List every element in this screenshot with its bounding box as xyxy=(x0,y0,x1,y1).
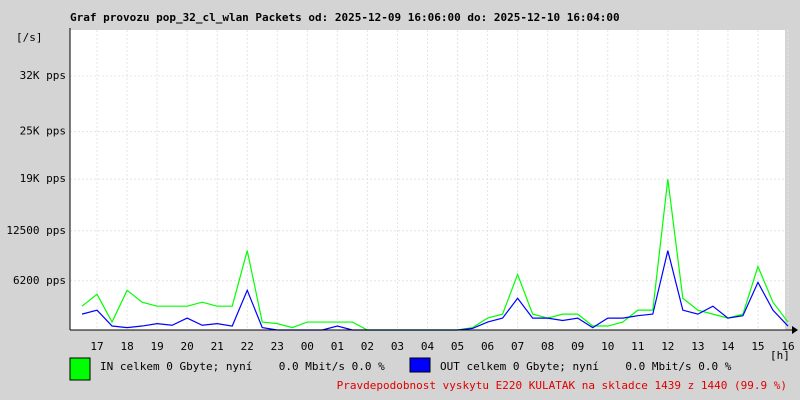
x-tick-label: 13 xyxy=(691,340,704,353)
x-unit: [h] xyxy=(770,349,790,362)
y-tick-label: 12500 pps xyxy=(6,224,66,237)
x-tick-label: 14 xyxy=(721,340,735,353)
y-tick-label: 25K pps xyxy=(20,125,66,138)
y-tick-label: 32K pps xyxy=(20,69,66,82)
y-tick-label: 19K pps xyxy=(20,172,66,185)
x-tick-label: 22 xyxy=(241,340,254,353)
x-tick-label: 00 xyxy=(301,340,314,353)
x-tick-label: 19 xyxy=(150,340,163,353)
x-tick-label: 16 xyxy=(781,340,794,353)
x-tick-label: 01 xyxy=(331,340,344,353)
x-tick-label: 03 xyxy=(391,340,404,353)
x-tick-label: 02 xyxy=(361,340,374,353)
x-tick-label: 15 xyxy=(751,340,764,353)
x-tick-label: 20 xyxy=(181,340,194,353)
footer: Pravdepodobnost vyskytu E220 KULATAK na … xyxy=(337,379,787,392)
x-tick-label: 10 xyxy=(601,340,614,353)
legend-label: IN celkem 0 Gbyte; nyní 0.0 Mbit/s 0.0 % xyxy=(100,360,385,373)
x-tick-label: 17 xyxy=(90,340,103,353)
x-axis-arrow xyxy=(792,326,798,334)
x-tick-label: 11 xyxy=(631,340,644,353)
chart-title: Graf provozu pop_32_cl_wlan Packets od: … xyxy=(70,11,620,24)
x-tick-label: 21 xyxy=(211,340,224,353)
x-tick-label: 23 xyxy=(271,340,284,353)
legend-swatch xyxy=(69,357,91,381)
x-tick-label: 07 xyxy=(511,340,524,353)
y-tick-label: 6200 pps xyxy=(13,274,66,287)
legend-swatch xyxy=(409,357,431,373)
x-tick-label: 08 xyxy=(541,340,554,353)
x-tick-label: 12 xyxy=(661,340,674,353)
x-tick-label: 05 xyxy=(451,340,464,353)
x-tick-label: 06 xyxy=(481,340,494,353)
x-tick-label: 04 xyxy=(421,340,435,353)
legend-label: OUT celkem 0 Gbyte; nyní 0.0 Mbit/s 0.0 … xyxy=(440,360,732,373)
x-tick-label: 09 xyxy=(571,340,584,353)
x-tick-label: 18 xyxy=(120,340,133,353)
y-unit: [/s] xyxy=(16,31,43,44)
